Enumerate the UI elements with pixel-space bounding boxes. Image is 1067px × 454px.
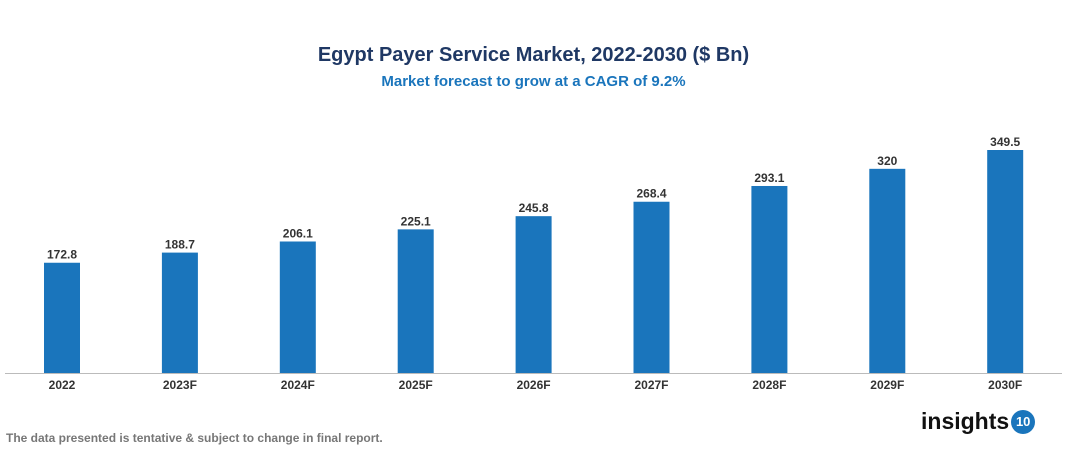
- chart-subtitle: Market forecast to grow at a CAGR of 9.2…: [381, 73, 686, 90]
- data-label: 225.1: [401, 214, 431, 228]
- x-tick-label: 2024F: [281, 378, 315, 392]
- data-label: 188.7: [165, 238, 195, 252]
- bar: [279, 241, 316, 373]
- x-tick-label: 2022: [49, 378, 76, 392]
- data-label: 320: [877, 154, 897, 168]
- insights10-logo: insights 10: [921, 408, 1036, 435]
- data-label: 349.5: [990, 135, 1020, 149]
- chart-title: Egypt Payer Service Market, 2022-2030 ($…: [317, 44, 750, 66]
- x-tick-label: 2025F: [399, 378, 433, 392]
- bar: [869, 168, 906, 373]
- bar: [751, 185, 788, 373]
- bar: [515, 216, 552, 373]
- logo-text: insights: [921, 408, 1010, 434]
- logo-badge: 10: [1011, 409, 1036, 434]
- x-tick-label: 2026F: [517, 378, 551, 392]
- x-tick-label: 2030F: [988, 378, 1022, 392]
- x-tick-label: 2023F: [163, 378, 197, 392]
- data-label: 245.8: [519, 201, 549, 215]
- x-tick-label: 2029F: [870, 378, 904, 392]
- data-label: 206.1: [283, 226, 313, 240]
- data-label: 172.8: [47, 248, 77, 262]
- disclaimer-note: The data presented is tentative & subjec…: [6, 431, 383, 445]
- bar: [44, 262, 80, 373]
- x-tick-label: 2028F: [752, 378, 786, 392]
- bar: [397, 229, 434, 373]
- bar: [987, 150, 1024, 373]
- x-tick-label: 2027F: [634, 378, 668, 392]
- bar: [633, 201, 670, 373]
- data-label: 268.4: [636, 187, 666, 201]
- bar: [161, 252, 198, 373]
- data-label: 293.1: [754, 171, 784, 185]
